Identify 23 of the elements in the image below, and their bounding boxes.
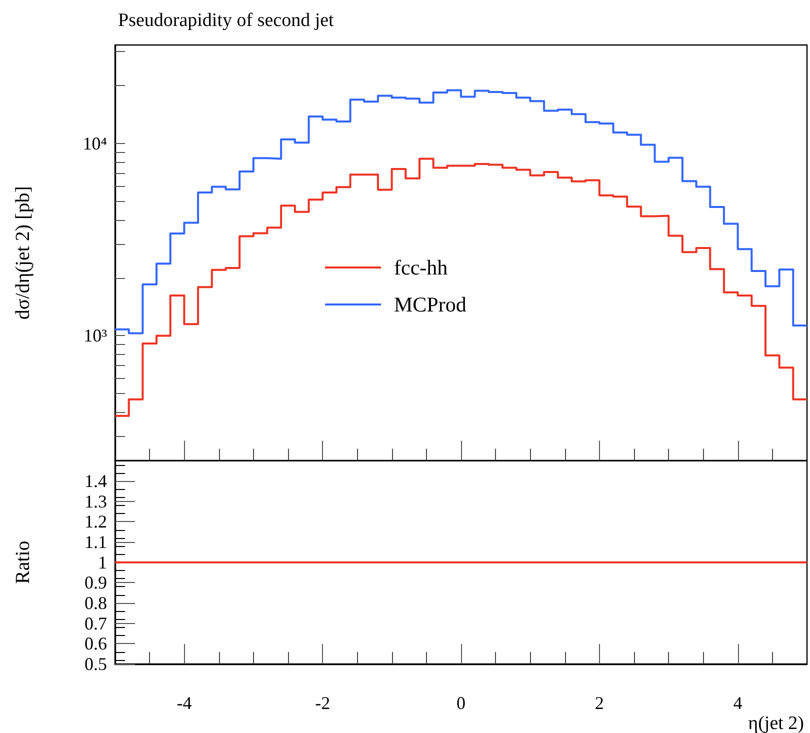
y-tick-label: 10³ bbox=[84, 326, 108, 346]
y-tick-label: 0.6 bbox=[84, 634, 107, 654]
y-axis-title: Ratio bbox=[12, 540, 34, 584]
x-axis-title: η(jet 2) bbox=[748, 713, 804, 733]
chart-title: Pseudorapidity of second jet bbox=[118, 10, 335, 31]
y-tick-label: 0.7 bbox=[84, 613, 107, 634]
y-axis-title: dσ/dη(jet 2) [pb] bbox=[12, 186, 34, 320]
y-tick-label: 1.4 bbox=[84, 471, 107, 492]
legend-label: fcc-hh bbox=[394, 256, 448, 280]
y-tick-label: 0.9 bbox=[84, 572, 107, 593]
y-tick-label: 1 bbox=[98, 552, 107, 572]
x-tick-label: 4 bbox=[733, 693, 742, 713]
legend-label: MCProd bbox=[394, 292, 467, 316]
x-tick-label: 0 bbox=[456, 693, 466, 713]
y-tick-label: 0.5 bbox=[84, 654, 107, 674]
x-tick-label: -4 bbox=[176, 693, 192, 713]
y-tick-label: 0.8 bbox=[84, 593, 107, 614]
y-tick-label: 1.3 bbox=[84, 491, 107, 512]
y-tick-label: 1.1 bbox=[84, 532, 107, 552]
y-tick-label: 1.2 bbox=[84, 512, 107, 532]
x-tick-label: 2 bbox=[594, 693, 604, 713]
x-tick-label: -2 bbox=[315, 693, 330, 713]
y-tick-label: 10⁴ bbox=[82, 133, 107, 154]
